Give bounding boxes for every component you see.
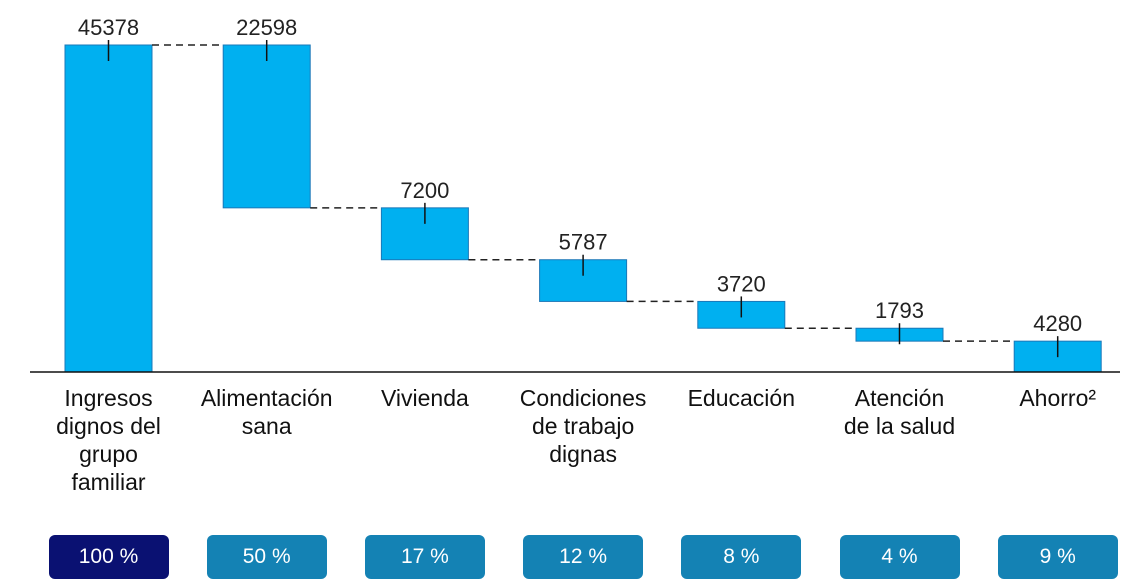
bar xyxy=(64,44,153,373)
value-label: 1793 xyxy=(875,298,924,323)
value-label: 45378 xyxy=(78,15,139,40)
share-box: 17 % xyxy=(364,535,485,579)
category-label: Educación xyxy=(687,385,795,411)
category-label: Vivienda xyxy=(380,385,469,411)
share-box: 9 % xyxy=(997,535,1118,579)
share-box: 12 % xyxy=(523,535,644,579)
value-label: 4280 xyxy=(1033,311,1082,336)
share-box: 8 % xyxy=(681,535,802,579)
value-label: 3720 xyxy=(717,271,766,296)
share-box: 50 % xyxy=(206,535,327,579)
share-box: 100 % xyxy=(48,535,169,579)
bar xyxy=(222,44,311,209)
category-label: Alimentación sana xyxy=(200,385,333,439)
value-label: 5787 xyxy=(559,230,608,255)
value-label: 7200 xyxy=(400,178,449,203)
share-box: 4 % xyxy=(839,535,960,579)
category-label: Condiciones de trabajo dignas xyxy=(519,385,647,467)
value-label: 22598 xyxy=(236,15,297,40)
category-label: Ahorro² xyxy=(1019,385,1097,411)
category-label: Ingresos dignos del grupo familiar xyxy=(56,385,161,495)
category-label: Atención de la salud xyxy=(843,385,956,439)
